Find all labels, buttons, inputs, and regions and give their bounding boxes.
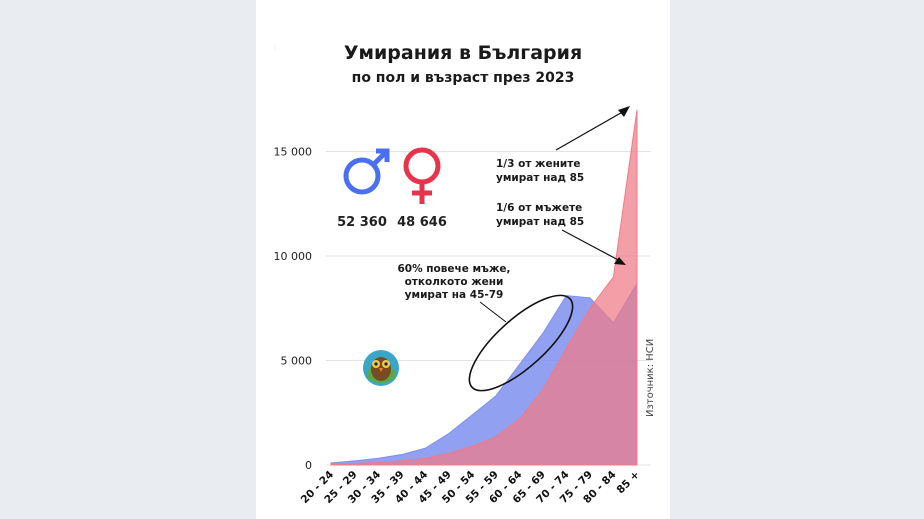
annotation-men-line1: 1/6 от мъжете (496, 202, 582, 214)
annotation-women-line1: 1/3 от жените (496, 158, 580, 170)
y-tick-label: 0 (305, 459, 312, 472)
owl-logo-icon (363, 350, 399, 386)
area-series-female (330, 109, 638, 466)
chart-subtitle: по пол и възраст през 2023 (351, 70, 575, 86)
annotation-middle-age: 60% повече мъже, отколкото жени умират н… (397, 263, 574, 392)
annotation-middle-line2: отколкото жени (405, 276, 504, 288)
annotation-middle-line1: 60% повече мъже, (397, 263, 510, 275)
y-tick-label: 5 000 (281, 355, 313, 368)
infographic-card: ⋮ Умирания в България по пол и възраст п… (256, 0, 670, 519)
y-tick-label: 15 000 (274, 146, 313, 159)
decorative-dots: ⋮ (272, 43, 278, 50)
area-series (330, 109, 638, 466)
female-symbol-icon (403, 147, 441, 204)
annotation-men-line2: умират над 85 (496, 216, 584, 228)
highlight-ellipse (468, 294, 574, 392)
male-deaths-total: 52 360 (337, 215, 387, 230)
male-symbol-icon (343, 148, 390, 195)
source-label: Източник: НСИ (645, 339, 656, 417)
annotation-women-85: 1/3 от жените умират над 85 (496, 106, 630, 184)
y-axis-ticks: 0 5 000 10 000 15 000 (274, 146, 313, 473)
annotation-men-85: 1/6 от мъжете умират над 85 (496, 202, 626, 265)
female-deaths-total: 48 646 (397, 215, 447, 230)
y-tick-label: 10 000 (274, 250, 313, 263)
chart-title: Умирания в България (343, 42, 583, 64)
annotation-middle-line3: умират на 45-79 (405, 289, 504, 301)
annotation-women-line2: умират над 85 (496, 172, 584, 184)
x-tick-label: 85 + (614, 469, 642, 497)
